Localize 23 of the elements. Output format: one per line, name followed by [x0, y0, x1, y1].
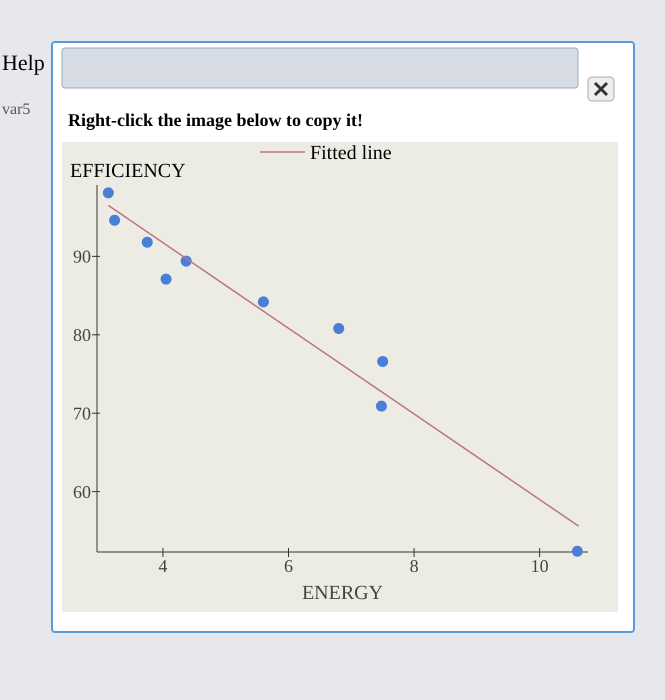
point: [102, 187, 114, 198]
x-tick-label: 4: [158, 556, 168, 576]
point: [572, 546, 583, 557]
x-tick-label: 10: [530, 556, 549, 576]
y-tick-label: 70: [73, 404, 91, 424]
y-tick-label: 90: [73, 246, 91, 267]
x-axis-title: ENERGY: [302, 582, 384, 604]
point: [142, 236, 153, 248]
text: Help: [2, 50, 45, 75]
y-tick-label: 60: [73, 482, 91, 502]
legend-label: Fitted line: [310, 142, 392, 164]
point: [377, 356, 388, 367]
y-tick-label: 80: [73, 325, 91, 346]
y-axis-title: EFFICIENCY: [70, 160, 186, 182]
point: [258, 296, 269, 308]
point: [160, 274, 172, 285]
point: [333, 323, 344, 334]
text: var5: [2, 101, 30, 118]
point: [109, 214, 120, 226]
x-tick-label: 6: [284, 556, 294, 576]
point: [376, 400, 387, 412]
x-tick-label: 8: [410, 556, 419, 576]
chart-title: Right-click the image below to copy it!: [68, 110, 363, 130]
